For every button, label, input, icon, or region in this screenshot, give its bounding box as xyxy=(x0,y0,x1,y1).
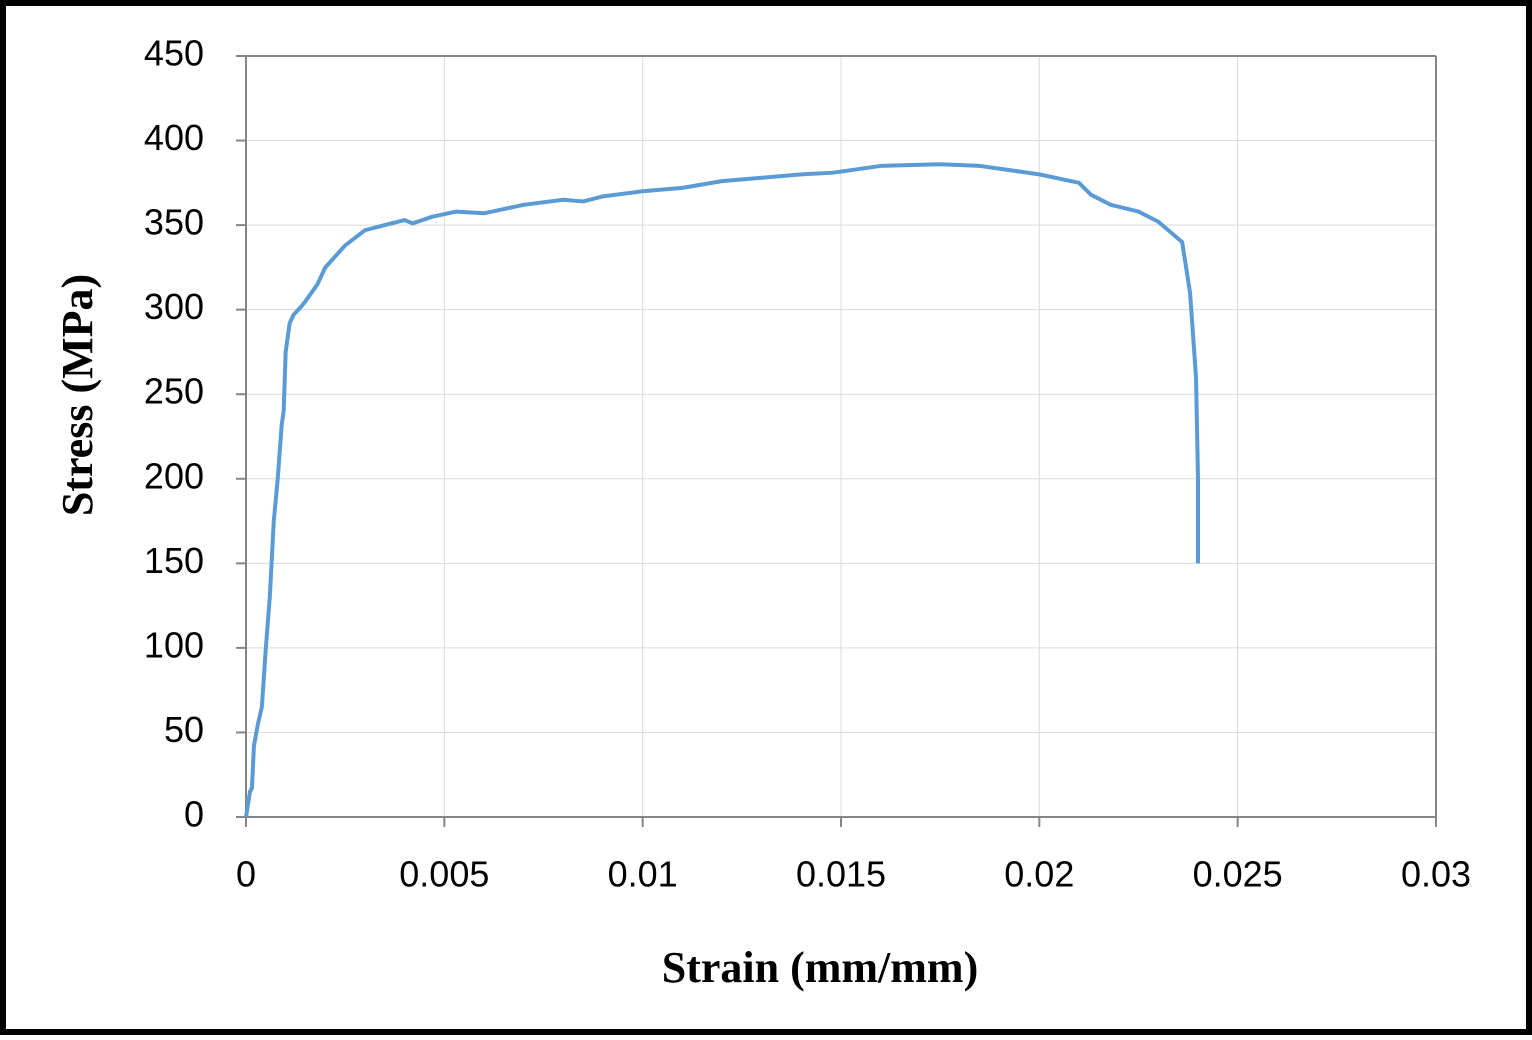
x-tick-label: 0 xyxy=(236,854,256,895)
x-tick-label: 0.025 xyxy=(1193,854,1283,895)
y-tick-label: 450 xyxy=(144,33,204,74)
x-tick-label: 0.02 xyxy=(1004,854,1074,895)
y-tick-label: 150 xyxy=(144,540,204,581)
y-tick-label: 200 xyxy=(144,455,204,496)
y-tick-label: 300 xyxy=(144,286,204,327)
y-tick-label: 100 xyxy=(144,624,204,665)
y-tick-label: 250 xyxy=(144,371,204,412)
y-tick-label: 350 xyxy=(144,202,204,243)
y-tick-label: 50 xyxy=(164,709,204,750)
x-tick-label: 0.015 xyxy=(796,854,886,895)
y-axis-title: Stress (MPa) xyxy=(53,274,102,516)
x-tick-label: 0.01 xyxy=(608,854,678,895)
data-line xyxy=(244,162,1200,818)
x-tick-label: 0.005 xyxy=(399,854,489,895)
y-tick-label: 0 xyxy=(184,794,204,835)
y-tick-label: 400 xyxy=(144,117,204,158)
x-tick-label: 0.03 xyxy=(1401,854,1471,895)
x-axis-title: Strain (mm/mm) xyxy=(662,943,979,992)
